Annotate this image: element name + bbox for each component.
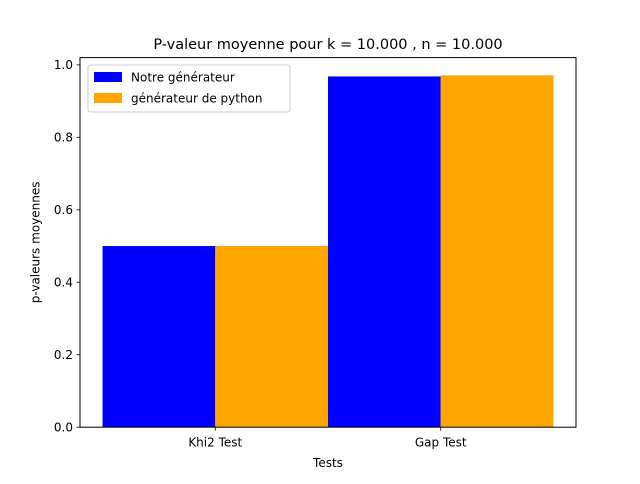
y-tick-label: 0.8: [54, 131, 73, 145]
x-axis-label: Tests: [312, 456, 343, 470]
bar-python-1: [440, 75, 554, 428]
chart-title: P-valeur moyenne pour k = 10.000 , n = 1…: [153, 37, 502, 53]
y-tick-label: 0.0: [54, 421, 73, 435]
bar-python-0: [215, 246, 328, 428]
x-tick-label: Gap Test: [415, 436, 467, 450]
y-tick-label: 1.0: [54, 58, 73, 72]
y-axis-label: p-valeurs moyennes: [29, 182, 43, 304]
y-tick-label: 0.6: [54, 203, 73, 217]
x-tick-label: Khi2 Test: [188, 436, 242, 450]
plot-area-frame: [79, 57, 577, 428]
y-tick-label: 0.2: [54, 348, 73, 362]
legend-swatch: [94, 72, 122, 82]
legend-swatch: [94, 93, 122, 103]
legend-label: générateur de python: [131, 92, 263, 106]
bar-notre-generateur-0: [102, 246, 216, 428]
bar-notre-generateur-1: [328, 76, 441, 428]
legend: Notre générateur générateur de python: [87, 64, 291, 113]
legend-box: [87, 64, 291, 113]
y-tick-label: 0.4: [54, 276, 73, 290]
legend-label: Notre générateur: [131, 71, 235, 85]
